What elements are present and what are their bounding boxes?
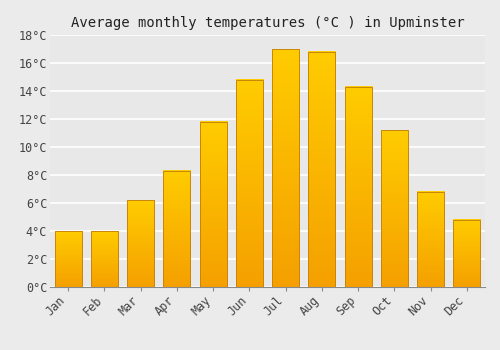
- Bar: [164, 171, 190, 287]
- Bar: [381, 130, 408, 287]
- Bar: [200, 122, 226, 287]
- Bar: [344, 87, 372, 287]
- Bar: [54, 231, 82, 287]
- Bar: [91, 231, 118, 287]
- Bar: [236, 80, 263, 287]
- Bar: [127, 200, 154, 287]
- Title: Average monthly temperatures (°C ) in Upminster: Average monthly temperatures (°C ) in Up…: [70, 16, 464, 30]
- Bar: [417, 192, 444, 287]
- Bar: [272, 49, 299, 287]
- Bar: [308, 52, 336, 287]
- Bar: [454, 220, 480, 287]
